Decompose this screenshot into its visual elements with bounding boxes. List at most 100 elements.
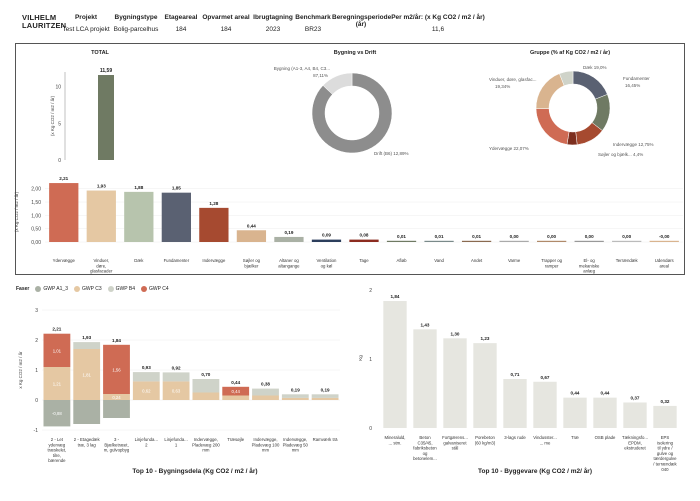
- bar-segment: [103, 400, 130, 418]
- legend-label: GWP C3: [82, 286, 102, 292]
- bar: [124, 191, 154, 242]
- legend-label: GWP A1_3: [43, 286, 68, 292]
- total-chart-title: TOTAL: [91, 50, 109, 56]
- data-label: 0,92: [172, 365, 181, 370]
- data-label: 2,21: [59, 176, 68, 181]
- header-label: Bygningstype: [114, 14, 158, 21]
- y-tick-label: 5: [58, 121, 61, 127]
- segment-label: 0,44: [232, 389, 241, 394]
- bar: [612, 240, 642, 242]
- x-tick-label: Indervægge: [202, 258, 226, 263]
- x-tick-label: Tækningsfo... EPDM, ekstruderet: [622, 435, 648, 451]
- y-axis-label: (x Kg CO2 / m2 / år): [49, 95, 55, 136]
- bar: [503, 379, 527, 428]
- slice-label: 19,34%: [495, 84, 510, 89]
- data-label: 0,01: [397, 234, 406, 239]
- slice-label: Bygning (A1-3, A4, B4, C3...: [274, 66, 330, 71]
- slice-label: Indervægge 12,75%: [613, 142, 654, 147]
- segment-label: 1,56: [112, 367, 121, 372]
- bar: [574, 240, 604, 242]
- bar: [563, 397, 587, 428]
- bar-segment: [192, 379, 220, 393]
- x-tick-label: Indervægge, Pladevæg 100 mm: [252, 437, 280, 453]
- x-tick-label: Vindusster...... me: [533, 435, 557, 445]
- y-axis-label: Kg: [358, 355, 363, 361]
- header-value: Test LCA projekt: [62, 26, 110, 33]
- x-tick-label: Vinduer, døre, glasfacader: [90, 258, 113, 274]
- legend-item-b4[interactable]: GWP B4: [107, 286, 135, 292]
- product-chart-title: Top 10 - Byggevare (Kg CO2 / m2/ år): [477, 468, 593, 475]
- bar: [349, 239, 379, 242]
- data-label: 0,44: [231, 380, 240, 385]
- data-label: 2,21: [52, 327, 61, 332]
- bar-segment: [43, 333, 71, 367]
- slice-other: [559, 70, 574, 87]
- x-tick-label: Porebeton (60 kg/m3): [475, 435, 496, 445]
- slice-label: 87,11%: [313, 73, 328, 78]
- header-value: 2023: [265, 26, 281, 33]
- slice-label: Vinduer, døre, glasfac...: [489, 77, 536, 82]
- bar: [424, 240, 454, 242]
- data-label: 0,19: [321, 387, 330, 392]
- header-value: 184: [175, 26, 187, 33]
- x-tick-label: 2 - Let ydervæg træskelet, tilre, bærende: [47, 437, 66, 463]
- data-label: 0,00: [622, 234, 631, 239]
- bar: [199, 207, 229, 242]
- slice-label: Søjler og bjælk... 4,4%: [598, 152, 643, 157]
- legend-item-a13[interactable]: GWP A1_3: [35, 286, 68, 292]
- slice-label: Drift (B6) 12,89%: [374, 151, 409, 156]
- bar-segment: [192, 392, 220, 400]
- segment-label: 1,21: [53, 382, 62, 387]
- bar-segment: [162, 381, 190, 400]
- data-label: 0,01: [435, 234, 444, 239]
- bar: [161, 192, 191, 242]
- header-label: Ibrugtagning: [253, 14, 293, 21]
- segment-label: 1,81: [83, 373, 92, 378]
- x-tick-label: Indervægge, Pladevæg 50 mm: [283, 437, 309, 453]
- legend-swatch: [141, 286, 147, 292]
- bar: [274, 236, 304, 242]
- data-label: 0,93: [142, 365, 151, 370]
- data-label: 1,93: [82, 335, 91, 340]
- bar-segment: [311, 394, 339, 398]
- x-tick-label: Linjefunda... 2: [135, 437, 158, 447]
- header-value: BR23: [304, 26, 322, 33]
- bar-segment: [73, 349, 101, 400]
- data-label: 0,37: [631, 395, 640, 400]
- data-label: 1,88: [134, 185, 143, 190]
- slice-label: Ydervægge 22,07%: [489, 146, 529, 151]
- header-label: Opvarmet areal: [202, 14, 250, 21]
- bar: [499, 240, 529, 242]
- bar-segment: [103, 344, 130, 394]
- x-tick-label: Ydervægge: [53, 258, 76, 263]
- data-label: 0,71: [511, 372, 520, 377]
- donut2-title: Gruppe (% af Kg CO2 / m2 / år): [529, 50, 611, 56]
- bar: [386, 240, 417, 242]
- legend-item-c3[interactable]: GWP C3: [74, 286, 102, 292]
- x-tick-label: Træsøjle: [227, 437, 244, 442]
- x-tick-label: Altaner og altangange: [278, 258, 300, 268]
- bar: [86, 190, 116, 242]
- slice-label: 16,45%: [625, 83, 640, 88]
- legend-item-c4[interactable]: GWP C4: [141, 286, 169, 292]
- slice-bygning: [311, 72, 393, 154]
- data-label: 0,09: [322, 233, 331, 238]
- header-label: Projekt: [74, 14, 98, 21]
- data-label: 1,84: [391, 294, 400, 299]
- segment-label: -0,88: [52, 411, 62, 416]
- y-tick-label: 0: [35, 398, 38, 404]
- slice-label: Dæk 19,0%: [583, 65, 607, 70]
- y-tick-label: 0,00: [31, 240, 41, 246]
- y-tick-label: 3: [35, 308, 38, 314]
- data-label: -0,00: [659, 234, 670, 239]
- data-label: 1,28: [209, 201, 218, 206]
- header-label: Benchmark: [295, 14, 331, 21]
- header-value: Bolig-parcelhus: [113, 26, 159, 33]
- data-label: 0,00: [510, 234, 519, 239]
- header-per-m2: Per m2/år: (x Kg CO2 / m2 / år) 11,6: [388, 14, 488, 33]
- x-tick-label: Linjefunda... 1: [164, 437, 187, 447]
- data-label: 0,08: [360, 233, 369, 238]
